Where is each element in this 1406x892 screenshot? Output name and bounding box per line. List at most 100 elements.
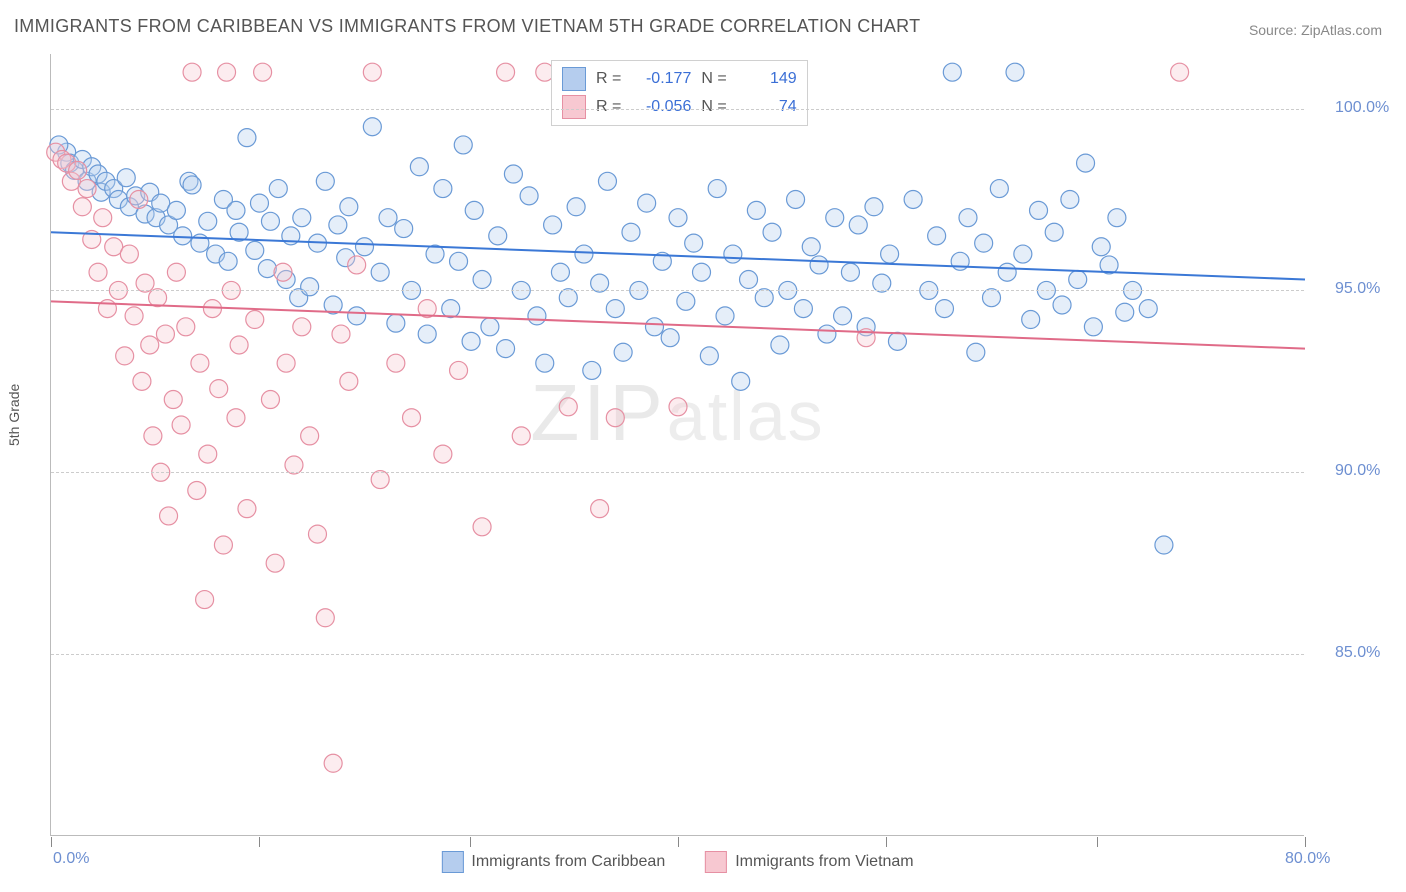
legend-swatch-series1 (441, 851, 463, 873)
data-point (254, 63, 272, 81)
data-point (998, 263, 1016, 281)
data-point (141, 336, 159, 354)
x-tick (1305, 837, 1306, 847)
data-point (473, 518, 491, 536)
gridline-horizontal (51, 472, 1304, 473)
stat-n-label: N = (701, 70, 726, 88)
data-point (340, 372, 358, 390)
data-point (881, 245, 899, 263)
data-point (94, 209, 112, 227)
y-tick-label: 90.0% (1335, 462, 1380, 480)
data-point (167, 201, 185, 219)
data-point (174, 227, 192, 245)
data-point (1014, 245, 1032, 263)
data-point (277, 354, 295, 372)
legend-item-series1: Immigrants from Caribbean (441, 851, 665, 873)
data-point (230, 336, 248, 354)
data-point (387, 314, 405, 332)
data-point (528, 307, 546, 325)
data-point (434, 445, 452, 463)
stat-r-val-series1: -0.177 (631, 70, 691, 88)
data-point (959, 209, 977, 227)
data-point (1171, 63, 1189, 81)
y-tick-label: 95.0% (1335, 280, 1380, 298)
data-point (473, 271, 491, 289)
data-point (465, 201, 483, 219)
x-tick (51, 837, 52, 847)
source-name: ZipAtlas.com (1301, 22, 1382, 38)
data-point (693, 263, 711, 281)
data-point (116, 347, 134, 365)
data-point (481, 318, 499, 336)
data-point (219, 252, 237, 270)
x-tick-label: 0.0% (53, 850, 89, 868)
data-point (591, 500, 609, 518)
data-point (191, 354, 209, 372)
data-point (1108, 209, 1126, 227)
data-point (177, 318, 195, 336)
data-point (258, 260, 276, 278)
data-point (1006, 63, 1024, 81)
data-point (371, 263, 389, 281)
data-point (387, 354, 405, 372)
data-point (227, 409, 245, 427)
x-tick (886, 837, 887, 847)
data-point (144, 427, 162, 445)
x-tick (470, 837, 471, 847)
y-tick-label: 85.0% (1335, 644, 1380, 662)
data-point (975, 234, 993, 252)
data-point (462, 332, 480, 350)
data-point (172, 416, 190, 434)
data-point (188, 481, 206, 499)
data-point (246, 311, 264, 329)
data-point (261, 212, 279, 230)
data-point (183, 176, 201, 194)
stat-swatch-series2 (562, 95, 586, 119)
data-point (454, 136, 472, 154)
data-point (1053, 296, 1071, 314)
legend-swatch-series2 (705, 851, 727, 873)
data-point (810, 256, 828, 274)
data-point (1045, 223, 1063, 241)
x-tick (678, 837, 679, 847)
stat-row-series2: R = -0.056 N = 74 (562, 93, 797, 121)
data-point (293, 209, 311, 227)
data-point (196, 591, 214, 609)
data-point (677, 292, 695, 310)
data-point (716, 307, 734, 325)
data-point (167, 263, 185, 281)
data-point (450, 252, 468, 270)
data-point (583, 361, 601, 379)
data-point (849, 216, 867, 234)
data-point (363, 118, 381, 136)
stat-row-series1: R = -0.177 N = 149 (562, 65, 797, 93)
data-point (250, 194, 268, 212)
gridline-horizontal (51, 654, 1304, 655)
data-point (324, 754, 342, 772)
data-point (246, 241, 264, 259)
data-point (332, 325, 350, 343)
data-point (1061, 190, 1079, 208)
data-point (559, 398, 577, 416)
stat-swatch-series1 (562, 67, 586, 91)
data-point (1155, 536, 1173, 554)
data-point (418, 325, 436, 343)
data-point (614, 343, 632, 361)
data-point (261, 391, 279, 409)
data-point (669, 398, 687, 416)
legend-label-series1: Immigrants from Caribbean (471, 853, 665, 870)
data-point (156, 325, 174, 343)
stat-r-label2: R = (596, 98, 621, 116)
data-point (356, 238, 374, 256)
data-point (787, 190, 805, 208)
data-point (403, 409, 421, 427)
y-axis-label: 5th Grade (6, 384, 22, 446)
gridline-horizontal (51, 109, 1304, 110)
data-point (818, 325, 836, 343)
data-point (301, 427, 319, 445)
stat-n-label2: N = (701, 98, 726, 116)
data-point (606, 300, 624, 318)
data-point (274, 263, 292, 281)
x-tick (259, 837, 260, 847)
data-point (551, 263, 569, 281)
